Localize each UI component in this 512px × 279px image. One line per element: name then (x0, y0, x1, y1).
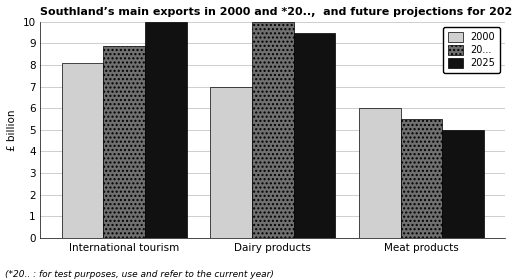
Text: (*20.. : for test purposes, use and refer to the current year): (*20.. : for test purposes, use and refe… (5, 270, 274, 279)
Bar (401, 119, 442, 238)
Bar (293, 33, 335, 238)
Bar (359, 108, 401, 238)
Y-axis label: £ billion: £ billion (7, 109, 17, 151)
Bar (103, 46, 145, 238)
Legend: 2000, 20..., 2025: 2000, 20..., 2025 (443, 27, 500, 73)
Bar (442, 130, 484, 238)
Bar (252, 22, 293, 238)
Bar (61, 63, 103, 238)
Bar (210, 86, 252, 238)
Text: Southland’s main exports in 2000 and *20..,  and future projections for 2025: Southland’s main exports in 2000 and *20… (40, 7, 512, 17)
Bar (145, 22, 186, 238)
